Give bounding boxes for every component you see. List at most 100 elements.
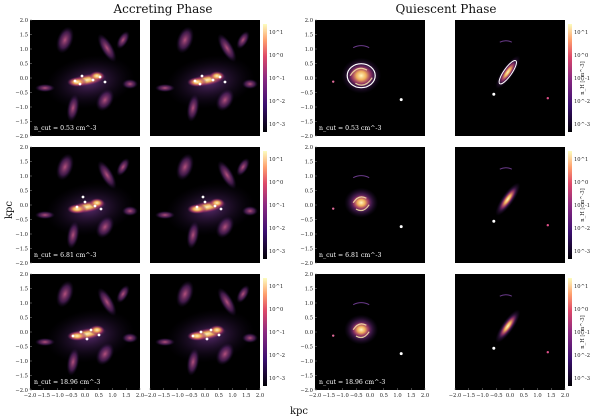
colorbar-tick-label: 10^1 [574,29,588,36]
colorbar-tick-label: 10^1 [574,283,588,290]
colorbar-tick-label: 10^1 [269,29,283,36]
y-tick-label: −2.0 [300,261,313,267]
ncut-label: n_cut = 0.53 cm^-3 [34,125,96,132]
colorbar-tick-label: 10^0 [269,306,283,313]
title-quiescent: Quiescent Phase [395,2,496,16]
y-tick-label: 2.0 [305,18,313,24]
x-tick-label: −0.5 [490,393,503,399]
colorbar-tick-label: 10^-3 [269,248,285,255]
x-tick-label: −1.0 [51,393,64,399]
y-tick-label: 2.0 [305,272,313,278]
colorbar-tick-label: 10^0 [574,306,588,313]
colorbar-tick-label: 10^-2 [269,98,285,105]
x-tick-label: −2.0 [449,393,462,399]
x-tick-label: −1.5 [37,393,50,399]
ncut-label: n_cut = 6.81 cm^-3 [319,252,381,259]
colorbar-tick-label: 10^1 [269,283,283,290]
x-tick-label: 2.0 [256,393,264,399]
y-tick-label: −1.5 [15,373,28,379]
y-tick-label: 1.5 [305,32,313,38]
panel-r0-c1: 10^1 10^0 10^-1 10^-2 10^-3 [150,20,285,136]
x-tick-label: −1.5 [157,393,170,399]
colorbar-tick-label: 10^1 [269,156,283,163]
y-tick-label: −2.0 [300,388,313,394]
x-tick-label: 1.0 [108,393,116,399]
panel-r0-c3: 10^1 10^0 10^-1 10^-2 10^-3 n_H [cm^-3] [455,20,590,136]
x-tick-label: 0.0 [81,393,89,399]
ncut-label: n_cut = 18.96 cm^-3 [319,379,385,386]
colorbar-tick-label: 10^0 [269,52,283,59]
y-tick-label: −0.5 [300,344,313,350]
x-tick-label: −1.0 [336,393,349,399]
x-tick-label: 0.0 [201,393,209,399]
colorbar-tick-label: 10^-3 [574,375,590,382]
y-tick-label: 0.0 [305,330,313,336]
y-tick-label: −1.0 [15,359,28,365]
panel-r2-c3: −2.0 −1.5 −1.0 −0.5 0.0 0.5 1.0 1.5 2.0 10^1 10^0 1… [449,274,590,399]
y-tick-label: 1.0 [305,301,313,307]
y-tick-label: −1.0 [15,105,28,111]
y-tick-label: 2.0 [20,272,28,278]
x-tick-label: 1.5 [407,393,415,399]
x-tick-label: 0.0 [506,393,514,399]
colorbar-tick-label: 10^-3 [269,121,285,128]
y-tick-label: 0.5 [305,315,313,321]
y-tick-label: 2.0 [20,18,28,24]
x-tick-label: 1.0 [228,393,236,399]
ncut-label: n_cut = 0.53 cm^-3 [319,125,381,132]
x-tick-label: 1.5 [122,393,130,399]
x-tick-label: 1.0 [393,393,401,399]
y-tick-label: −1.5 [300,119,313,125]
y-tick-label: 0.5 [20,61,28,67]
x-tick-label: −1.5 [462,393,475,399]
y-tick-label: 0.5 [305,61,313,67]
x-tick-label: 0.5 [520,393,528,399]
x-tick-label: −2.0 [309,393,322,399]
colorbar-tick-label: 10^-2 [574,98,590,105]
y-tick-label: −0.5 [300,90,313,96]
colorbar-tick-label: 10^0 [269,179,283,186]
y-tick-label: 0.0 [305,203,313,209]
y-tick-label: −0.5 [15,90,28,96]
colorbar-tick-label: 10^-3 [269,375,285,382]
panel-r0-c2: 2.0 1.5 1.0 0.5 0.0 −0.5 −1.0 −1.5 −2.0 n_cut = 0… [300,18,425,140]
colorbar-tick-label: 10^-2 [574,352,590,359]
colorbar [568,24,572,132]
x-tick-label: 2.0 [561,393,569,399]
x-tick-label: −2.0 [24,393,37,399]
y-tick-label: 2.0 [20,145,28,151]
y-tick-label: 1.0 [20,174,28,180]
y-tick-label: 1.0 [305,47,313,53]
y-tick-label: −1.0 [300,232,313,238]
colorbar [263,151,267,259]
x-axis-label: kpc [290,406,308,417]
y-tick-label: 1.5 [305,159,313,165]
x-tick-label: 2.0 [421,393,429,399]
x-tick-label: 1.0 [533,393,541,399]
colorbar-tick-label: 10^0 [574,52,588,59]
y-tick-label: 1.0 [305,174,313,180]
x-tick-label: 1.5 [547,393,555,399]
y-tick-label: 1.0 [20,301,28,307]
colorbar [263,278,267,386]
panel-grid: 2.01.51.00.50.0−0.5−1.0−1.5−2.0n_cut = 0… [15,18,590,399]
y-axis-label: kpc [4,201,15,219]
y-tick-label: 0.0 [20,203,28,209]
y-tick-label: −0.5 [15,217,28,223]
y-tick-label: 0.5 [20,188,28,194]
ncut-label: n_cut = 6.81 cm^-3 [34,252,96,259]
y-tick-label: −1.5 [300,373,313,379]
y-tick-label: 1.0 [20,47,28,53]
y-tick-label: −0.5 [300,217,313,223]
y-tick-label: 1.5 [305,286,313,292]
y-tick-label: 0.0 [20,76,28,82]
panel-r0-c0: 2.0 1.5 1.0 0.5 0.0 −0.5 −1.0 −1.5 −2.0 n_cut = 0… [15,18,140,140]
y-tick-label: 2.0 [305,145,313,151]
colorbar-tick-label: 10^-2 [269,352,285,359]
panel-r1-c1: 10^1 10^0 10^-1 10^-2 10^-3 [150,147,285,263]
colorbar-tick-label: 10^1 [574,156,588,163]
ncut-label: n_cut = 18.96 cm^-3 [34,379,100,386]
y-tick-label: 0.0 [20,330,28,336]
y-tick-label: 0.0 [305,76,313,82]
